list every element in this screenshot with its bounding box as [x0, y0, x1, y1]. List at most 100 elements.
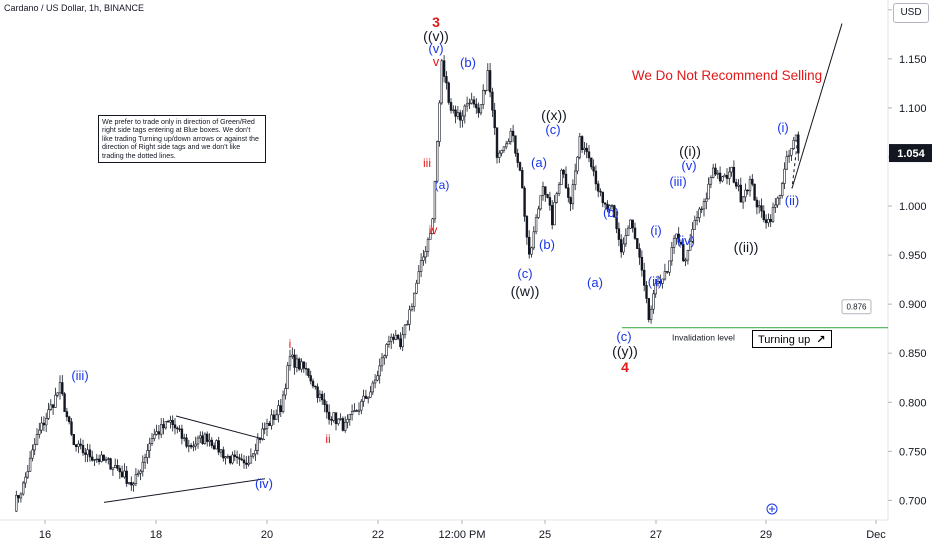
- candle-body: [141, 461, 144, 472]
- candle-body: [730, 166, 733, 173]
- candle-body: [440, 60, 443, 104]
- candle-body: [619, 239, 623, 253]
- candle-body: [709, 177, 713, 185]
- candle-body: [433, 180, 437, 220]
- wave-label: (b): [603, 205, 619, 220]
- wave-label: (i): [650, 223, 662, 238]
- candle-body: [429, 233, 432, 240]
- candle-body: [148, 443, 151, 451]
- candle-body: [281, 394, 285, 412]
- last-price-tag: [889, 144, 932, 163]
- candle-body: [116, 465, 119, 469]
- candle-body: [401, 334, 404, 348]
- candle-body: [580, 136, 584, 151]
- candle-body: [592, 166, 595, 172]
- candle-body: [183, 437, 186, 439]
- candle-body: [771, 206, 775, 222]
- candle-body: [206, 433, 209, 442]
- candle-body: [383, 355, 386, 359]
- candle-body: [88, 449, 92, 458]
- currency-selector[interactable]: USD: [893, 3, 929, 23]
- candle-body: [171, 420, 174, 426]
- candle-body: [49, 404, 53, 410]
- candle-body: [714, 167, 717, 175]
- candle-body: [307, 368, 310, 376]
- candle-body: [557, 184, 561, 194]
- wave-label: 3: [432, 14, 440, 30]
- candle-body: [787, 154, 791, 157]
- wave-label: (a): [435, 178, 450, 192]
- x-tick-label: 25: [539, 529, 551, 541]
- candle-body: [523, 187, 526, 217]
- candle-body: [797, 134, 800, 154]
- candle-body: [318, 393, 322, 399]
- candle-body: [231, 454, 234, 464]
- candle-body: [734, 182, 738, 187]
- y-tick-label: 0.950: [899, 250, 927, 262]
- candle-body: [226, 456, 230, 458]
- candle-body: [51, 404, 55, 408]
- candle-body: [109, 458, 112, 470]
- candle-body: [760, 205, 763, 212]
- wave-label: (a): [587, 275, 603, 290]
- candle-body: [550, 205, 554, 226]
- candle-body: [613, 205, 616, 218]
- turning-up-badge: Turning up ↗: [752, 330, 832, 348]
- candle-body: [162, 424, 165, 429]
- candle-body: [261, 428, 264, 440]
- candle-body: [95, 458, 99, 461]
- candle-body: [362, 395, 365, 402]
- candle-body: [180, 428, 184, 439]
- candle-body: [38, 429, 41, 435]
- wave-label: (c): [517, 266, 532, 281]
- candle-body: [682, 243, 685, 262]
- candle-body: [173, 424, 177, 429]
- candle-body: [219, 449, 223, 453]
- candle-body: [187, 445, 190, 447]
- triangle-upper-line: [175, 415, 266, 441]
- candle-body: [309, 375, 312, 382]
- last-price-value: 1.054: [897, 148, 925, 160]
- wave-label: (ii): [785, 193, 799, 208]
- candle-body: [346, 418, 349, 423]
- candle-body: [130, 482, 133, 486]
- candle-body: [111, 467, 115, 470]
- candle-body: [539, 195, 542, 210]
- y-tick-label: 1.150: [899, 54, 927, 66]
- candle-body: [608, 205, 611, 210]
- candle-body: [332, 412, 335, 421]
- candle-body: [500, 150, 503, 154]
- candle-body: [534, 217, 538, 233]
- candle-body: [394, 334, 397, 340]
- x-tick-label: 29: [760, 529, 772, 541]
- candle-body: [353, 410, 356, 412]
- candle-body: [479, 104, 483, 114]
- candle-body: [573, 170, 577, 185]
- candle-body: [68, 416, 71, 423]
- candle-body: [438, 102, 441, 142]
- candle-body: [185, 437, 188, 447]
- candle-body: [638, 248, 641, 258]
- candle-body: [70, 421, 73, 435]
- wave-label: ((w)): [511, 283, 540, 299]
- candle-body: [337, 418, 340, 425]
- wave-label: (iii): [669, 174, 686, 189]
- x-tick-label: 18: [150, 529, 162, 541]
- candle-body: [507, 141, 510, 145]
- y-tick-label: 0.900: [899, 299, 927, 311]
- y-tick-label: 1.000: [899, 201, 927, 213]
- candle-body: [387, 340, 391, 345]
- candle-body: [780, 183, 784, 196]
- candle-body: [424, 251, 427, 258]
- candle-body: [751, 178, 754, 185]
- candle-body: [224, 456, 227, 459]
- add-plus-icon: [766, 503, 778, 515]
- candle-body: [431, 218, 434, 234]
- candle-body: [297, 358, 301, 370]
- candle-body: [164, 420, 167, 429]
- candle-body: [601, 191, 605, 204]
- candle-body: [509, 130, 512, 142]
- candle-body: [707, 183, 710, 200]
- candle-body: [645, 285, 648, 299]
